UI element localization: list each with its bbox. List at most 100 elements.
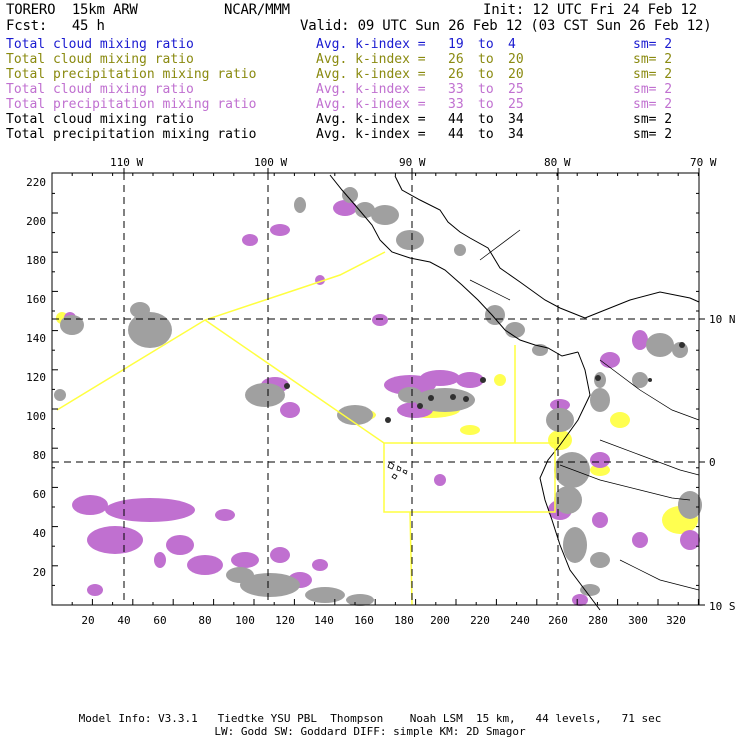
cloud-blob (245, 383, 285, 407)
model-info-line2: LW: Godd SW: Goddard DIFF: simple KM: 2D… (214, 725, 526, 738)
high-kindex-core (284, 383, 290, 389)
x-tick-label: 120 (275, 614, 295, 627)
cloud-blob (346, 594, 374, 606)
low-kindex-blob (460, 425, 480, 435)
legend-from: 26 (448, 67, 464, 82)
y-tick-label: 160 (26, 293, 46, 306)
legend-from: 33 (448, 82, 464, 97)
low-kindex-blob (494, 374, 506, 386)
legend-stat: Avg. k-index = (316, 112, 426, 127)
precip-blob (456, 372, 484, 388)
y-tick-label: 220 (26, 176, 46, 189)
low-kindex-blob (590, 464, 610, 476)
cloud-blob (590, 388, 610, 412)
cloud-blob (130, 302, 150, 318)
legend-to: 34 (508, 112, 524, 127)
legend-field: Total precipitation mixing ratio (6, 127, 257, 142)
legend-to: 20 (508, 52, 524, 67)
organization: NCAR/MMM (224, 2, 290, 18)
precip-blob (154, 552, 166, 568)
legend-field: Total precipitation mixing ratio (6, 97, 257, 112)
precip-blob (231, 552, 259, 568)
precip-blob (270, 547, 290, 563)
coastline-mexico-central-america (329, 174, 579, 357)
high-kindex-core (595, 375, 601, 381)
cloud-blob (590, 552, 610, 568)
coastline-caribbean-sa (584, 291, 700, 319)
legend-field: Total precipitation mixing ratio (6, 67, 257, 82)
x-tick-label: 320 (666, 614, 686, 627)
low-kindex-blob (610, 412, 630, 428)
precip-blob (590, 452, 610, 468)
legend-sm: sm= 2 (633, 67, 673, 82)
y-tick-label: 200 (26, 215, 46, 228)
legend-row: Total precipitation mixing ratio Avg. k-i… (6, 127, 736, 142)
legend-from: 33 (448, 97, 464, 112)
right-lat-label: 0 (709, 456, 716, 469)
x-tick-label: 160 (354, 614, 374, 627)
low-kindex-blob (548, 430, 572, 450)
x-tick-label: 200 (430, 614, 450, 627)
legend-row: Total precipitation mixing ratio Avg. k-i… (6, 97, 736, 112)
y-tick-label: 140 (26, 332, 46, 345)
legend-from: 19 (448, 37, 464, 52)
cloud-blob (226, 567, 254, 583)
x-tick-label: 220 (470, 614, 490, 627)
legend-field: Total cloud mixing ratio (6, 37, 194, 52)
precip-blob (572, 594, 588, 606)
legend-stat: Avg. k-index = (316, 127, 426, 142)
legend-field: Total cloud mixing ratio (6, 112, 194, 127)
legend-from: 26 (448, 52, 464, 67)
precip-blob (215, 509, 235, 521)
precip-blob (434, 474, 446, 486)
cloud-blob (454, 244, 466, 256)
top-lon-label: 110 W (110, 156, 143, 169)
right-lat-label: 10 S (709, 600, 736, 613)
country-borders (469, 229, 700, 591)
cloud-blob (646, 333, 674, 357)
high-kindex-core (480, 377, 486, 383)
init-time: Init: 12 UTC Fri 24 Feb 12 (483, 2, 697, 18)
x-tick-label: 40 (117, 614, 130, 627)
y-tick-label: 80 (33, 449, 46, 462)
precip-blob (372, 314, 388, 326)
right-lat-label: 10 N (709, 313, 736, 326)
legend-stat: Avg. k-index = (316, 67, 426, 82)
precip-blob (87, 526, 143, 554)
x-tick-label: 20 (81, 614, 94, 627)
y-tick-label: 20 (33, 566, 46, 579)
legend-row: Total cloud mixing ratio Avg. k-index = 26… (6, 52, 736, 67)
legend-to-word: to (478, 52, 494, 67)
legend-row: Total cloud mixing ratio Avg. k-index = 44… (6, 112, 736, 127)
top-lon-label: 90 W (399, 156, 426, 169)
legend-row: Total cloud mixing ratio Avg. k-index = 33… (6, 82, 736, 97)
precip-blob (270, 224, 290, 236)
high-kindex-core (417, 403, 423, 409)
cloud-blob (60, 315, 84, 335)
legend-field: Total cloud mixing ratio (6, 82, 194, 97)
high-kindex-core (428, 395, 434, 401)
cloud-blob (546, 408, 574, 432)
y-tick-label: 40 (33, 527, 46, 540)
x-tick-label: 140 (314, 614, 334, 627)
legend-sm: sm= 2 (633, 37, 673, 52)
legend-sm: sm= 2 (633, 97, 673, 112)
legend-to: 34 (508, 127, 524, 142)
cloud-blob (505, 322, 525, 338)
outline-northwest (56, 251, 386, 411)
top-lon-label: 70 W (690, 156, 717, 169)
cloud-blob (580, 584, 600, 596)
legend-to-word: to (478, 82, 494, 97)
legend-stat: Avg. k-index = (316, 52, 426, 67)
legend-row: Total precipitation mixing ratio Avg. k-i… (6, 67, 736, 82)
cloud-blob (240, 573, 300, 597)
legend-row: Total cloud mixing ratio Avg. k-index = 19… (6, 37, 736, 52)
cloud-blob (337, 405, 373, 425)
x-tick-label: 80 (198, 614, 211, 627)
cloud-blob (128, 312, 172, 348)
legend-to: 25 (508, 97, 524, 112)
legend-to-word: to (478, 67, 494, 82)
high-kindex-core (463, 396, 469, 402)
cloud-blob (563, 527, 587, 563)
